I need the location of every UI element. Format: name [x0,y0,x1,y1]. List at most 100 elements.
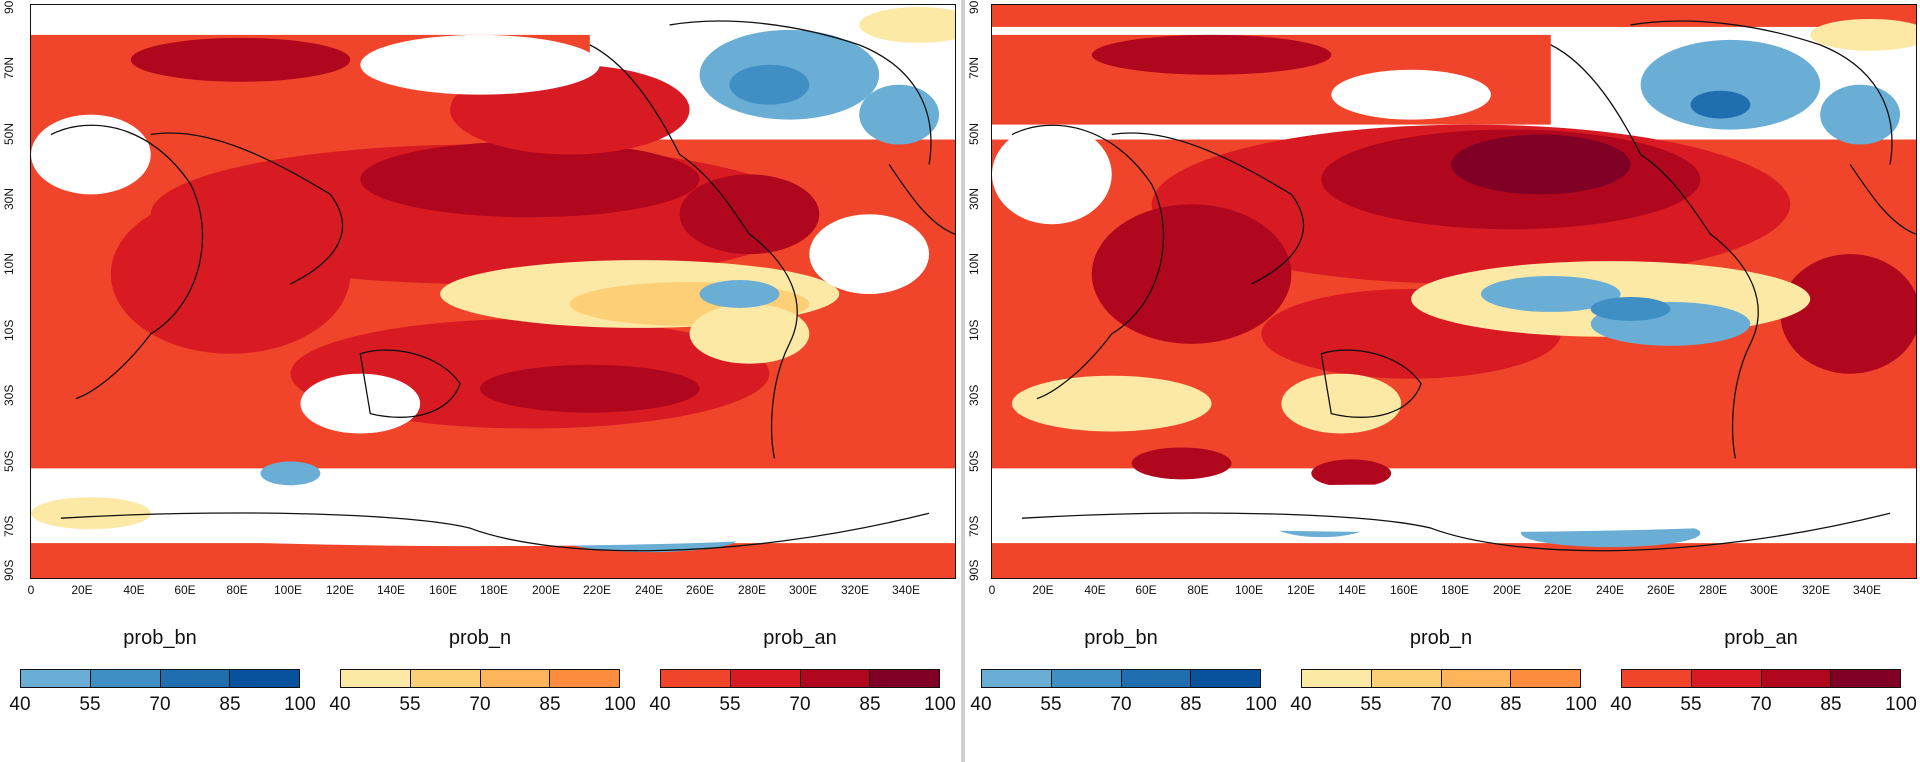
lat-label: 10S [967,319,981,341]
colorbar-title: prob_an [763,627,837,649]
colorbar-segment [480,670,551,687]
lat-label: 70N [2,56,16,79]
lat-label: 10S [2,319,16,341]
colorbar-tick: 40 [970,694,992,715]
lat-label: 90S [967,559,981,581]
colorbar-tick: 85 [1500,694,1522,715]
map-field [31,5,955,578]
colorbar-segment [1051,670,1122,687]
colorbar-tick: 100 [1885,694,1917,715]
lat-label: 30N [967,187,981,210]
lon-label: 260E [1646,583,1676,597]
colorbar-tick: 70 [1110,694,1132,715]
lon-label: 100E [1234,583,1264,597]
lon-label: 160E [428,583,458,597]
colorbar-scale [1301,669,1581,688]
colorbar-tick: 55 [719,694,741,715]
lat-label: 90S [2,559,16,581]
colorbar-tick: 100 [1245,694,1277,715]
colorbar-tick: 85 [539,694,561,715]
lat-label: 70S [2,515,16,537]
lat-label: 50S [2,450,16,472]
lat-label: 90N [967,0,981,14]
colorbar-segment [1511,670,1580,687]
lon-label: 120E [1286,583,1316,597]
colorbar-scale [340,669,620,688]
colorbar-title: prob_n [448,627,512,649]
colorbar-segment [1371,670,1442,687]
lon-label: 240E [1595,583,1625,597]
lon-label: 240E [634,583,664,597]
colorbar-segment [982,670,1052,687]
colorbar-scale [1621,669,1901,688]
colorbar-title: prob_n [1409,627,1473,649]
colorbar-tick: 85 [1180,694,1202,715]
lon-label: 40E [123,583,145,597]
colorbar-segment [870,670,939,687]
lon-label: 140E [376,583,406,597]
lat-label: 70S [967,515,981,537]
lon-label: 40E [1084,583,1106,597]
colorbar-tick: 55 [79,694,101,715]
lon-label: 260E [685,583,715,597]
colorbar-segment [800,670,871,687]
lat-label: 50N [2,122,16,145]
colorbar-tick: 40 [649,694,671,715]
probability-map [991,4,1917,579]
probability-map [30,4,956,579]
lat-label: 90N [2,0,16,14]
lat-label: 10N [967,252,981,275]
lat-label: 50N [967,122,981,145]
lon-label: 340E [891,583,921,597]
lat-label: 30N [2,187,16,210]
lon-label: 20E [1032,583,1054,597]
colorbar-segment [1831,670,1900,687]
colorbar-tick: 55 [1360,694,1382,715]
lon-label: 100E [273,583,303,597]
colorbar-segment [661,670,731,687]
colorbar-tick: 100 [1565,694,1597,715]
lon-label: 120E [325,583,355,597]
colorbar-tick: 40 [329,694,351,715]
colorbar-segment [1121,670,1192,687]
colorbar-tick: 55 [1680,694,1702,715]
colorbar-tick: 100 [604,694,636,715]
colorbar-segment [730,670,801,687]
colorbar-tick: 85 [859,694,881,715]
colorbar-tick: 40 [1290,694,1312,715]
lon-label: 80E [1187,583,1209,597]
colorbar-tick: 40 [9,694,31,715]
lon-label: 280E [1698,583,1728,597]
colorbar-tick: 100 [924,694,956,715]
colorbar-segment [410,670,481,687]
colorbar-tick: 85 [1820,694,1842,715]
lon-label: 300E [788,583,818,597]
colorbar-segment [1191,670,1260,687]
lon-label: 0 [988,583,996,597]
colorbar-tick: 40 [1610,694,1632,715]
colorbar-segment [1761,670,1832,687]
colorbar-segment [21,670,91,687]
colorbar-segment [341,670,411,687]
colorbar-title: prob_an [1724,627,1798,649]
colorbar-tick: 70 [469,694,491,715]
lat-label: 50S [967,450,981,472]
colorbar-segment [90,670,161,687]
colorbar-scale [660,669,940,688]
colorbar-tick: 100 [284,694,316,715]
map-panel-right: 90N 70N 50N 30N 10N 10S 30S 50S 70S 90S … [961,0,1920,762]
colorbar-segment [1441,670,1512,687]
lon-label: 200E [1492,583,1522,597]
lon-label: 180E [1440,583,1470,597]
colorbar-tick: 85 [219,694,241,715]
lon-label: 0 [27,583,35,597]
colorbar-segment [160,670,231,687]
colorbar-title: prob_bn [1084,627,1158,649]
lon-label: 180E [479,583,509,597]
colorbar-segment [230,670,299,687]
colorbar-title: prob_bn [123,627,197,649]
lon-label: 200E [531,583,561,597]
lon-label: 20E [71,583,93,597]
lon-label: 320E [840,583,870,597]
lon-label: 220E [582,583,612,597]
